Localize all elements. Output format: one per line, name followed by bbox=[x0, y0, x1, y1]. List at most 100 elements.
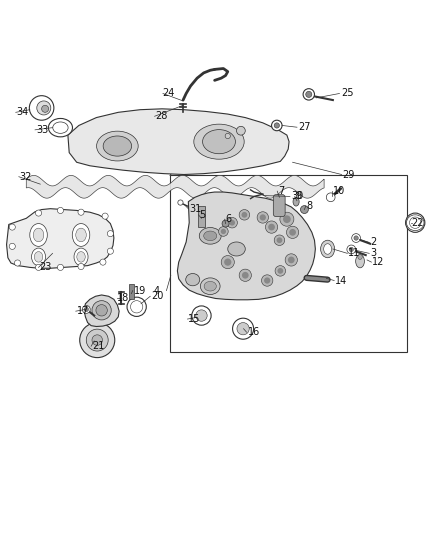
Text: 15: 15 bbox=[188, 314, 201, 324]
Circle shape bbox=[288, 256, 295, 263]
Circle shape bbox=[241, 212, 247, 217]
Circle shape bbox=[242, 272, 249, 279]
Ellipse shape bbox=[324, 244, 332, 254]
Circle shape bbox=[280, 212, 294, 226]
Ellipse shape bbox=[204, 231, 217, 241]
Circle shape bbox=[35, 264, 42, 270]
Text: 24: 24 bbox=[162, 88, 174, 99]
Ellipse shape bbox=[30, 223, 47, 246]
Circle shape bbox=[221, 229, 226, 234]
Ellipse shape bbox=[103, 136, 132, 156]
Circle shape bbox=[100, 259, 106, 265]
Circle shape bbox=[9, 224, 15, 230]
Circle shape bbox=[192, 306, 211, 325]
Text: 31: 31 bbox=[189, 204, 201, 214]
Ellipse shape bbox=[32, 248, 46, 265]
Text: 19: 19 bbox=[134, 286, 146, 296]
Circle shape bbox=[300, 206, 308, 214]
Text: 22: 22 bbox=[412, 217, 424, 228]
Text: 7: 7 bbox=[278, 186, 284, 196]
Circle shape bbox=[406, 213, 425, 232]
Ellipse shape bbox=[76, 228, 86, 242]
Ellipse shape bbox=[202, 130, 236, 154]
Circle shape bbox=[82, 305, 90, 313]
Text: 5: 5 bbox=[199, 210, 205, 220]
Text: 4: 4 bbox=[154, 286, 160, 296]
Polygon shape bbox=[84, 295, 119, 327]
Circle shape bbox=[275, 265, 286, 276]
Circle shape bbox=[274, 235, 285, 246]
Circle shape bbox=[326, 193, 335, 201]
Text: 28: 28 bbox=[155, 111, 168, 122]
Circle shape bbox=[227, 217, 237, 228]
Text: 25: 25 bbox=[341, 88, 353, 99]
Ellipse shape bbox=[33, 228, 44, 242]
Circle shape bbox=[272, 120, 282, 131]
Circle shape bbox=[264, 277, 270, 284]
Text: 12: 12 bbox=[372, 257, 385, 267]
Circle shape bbox=[107, 231, 113, 237]
Circle shape bbox=[37, 101, 51, 115]
Circle shape bbox=[14, 260, 21, 266]
Text: 16: 16 bbox=[247, 327, 260, 337]
Ellipse shape bbox=[77, 252, 85, 262]
Text: 17: 17 bbox=[77, 306, 89, 316]
Circle shape bbox=[261, 275, 273, 286]
Circle shape bbox=[352, 233, 360, 243]
Circle shape bbox=[29, 96, 54, 120]
Circle shape bbox=[84, 307, 88, 312]
Circle shape bbox=[410, 217, 421, 229]
Text: 32: 32 bbox=[20, 172, 32, 182]
Polygon shape bbox=[177, 192, 315, 300]
Circle shape bbox=[92, 301, 111, 320]
Ellipse shape bbox=[96, 131, 138, 161]
Circle shape bbox=[42, 106, 49, 112]
Ellipse shape bbox=[199, 228, 221, 244]
Text: 9: 9 bbox=[296, 191, 302, 201]
Circle shape bbox=[276, 237, 283, 243]
Ellipse shape bbox=[194, 124, 244, 159]
Polygon shape bbox=[26, 175, 324, 198]
Ellipse shape bbox=[53, 122, 68, 133]
Circle shape bbox=[257, 212, 268, 223]
Circle shape bbox=[265, 221, 278, 233]
Circle shape bbox=[274, 123, 279, 128]
Circle shape bbox=[237, 126, 245, 135]
Text: 14: 14 bbox=[335, 276, 347, 286]
Circle shape bbox=[286, 226, 299, 238]
Ellipse shape bbox=[358, 254, 362, 260]
Circle shape bbox=[78, 209, 84, 215]
Circle shape bbox=[349, 247, 353, 252]
Text: 30: 30 bbox=[291, 191, 304, 201]
Text: 2: 2 bbox=[370, 237, 376, 247]
Text: 18: 18 bbox=[117, 293, 130, 303]
Circle shape bbox=[107, 248, 113, 254]
Circle shape bbox=[347, 245, 356, 254]
Circle shape bbox=[96, 304, 107, 316]
Text: 11: 11 bbox=[348, 248, 360, 259]
Circle shape bbox=[92, 335, 102, 345]
Circle shape bbox=[239, 269, 251, 281]
Text: 33: 33 bbox=[36, 125, 48, 135]
Circle shape bbox=[268, 224, 275, 230]
Text: 6: 6 bbox=[226, 214, 232, 224]
Ellipse shape bbox=[72, 223, 90, 246]
Circle shape bbox=[260, 214, 266, 221]
Text: 23: 23 bbox=[39, 262, 52, 272]
Ellipse shape bbox=[356, 255, 364, 268]
Circle shape bbox=[80, 322, 115, 358]
Bar bbox=[129, 284, 134, 300]
Circle shape bbox=[224, 259, 231, 266]
Ellipse shape bbox=[321, 240, 335, 258]
Text: 27: 27 bbox=[298, 122, 311, 132]
Bar bbox=[198, 206, 205, 227]
Text: 34: 34 bbox=[17, 107, 29, 117]
Text: 21: 21 bbox=[92, 341, 104, 351]
Ellipse shape bbox=[204, 281, 216, 291]
Ellipse shape bbox=[34, 252, 43, 262]
Circle shape bbox=[306, 91, 312, 98]
Circle shape bbox=[35, 210, 42, 216]
Circle shape bbox=[178, 200, 183, 205]
Circle shape bbox=[285, 254, 297, 266]
Circle shape bbox=[78, 263, 84, 270]
